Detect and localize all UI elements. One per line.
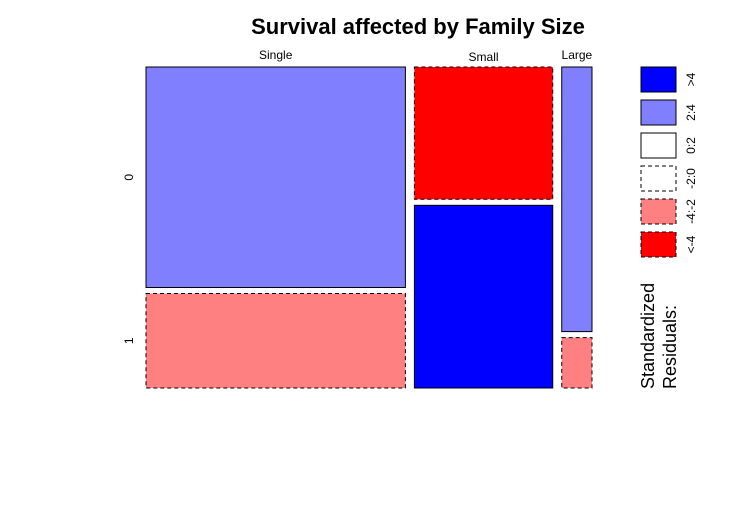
mosaic-cell-small-1 (413, 204, 554, 389)
legend-title-line-2: Residuals: (660, 305, 680, 389)
legend-label: >4 (684, 72, 698, 86)
legend-swatch (640, 165, 677, 192)
row-label-1: 1 (122, 337, 136, 344)
legend-label: 2:4 (684, 104, 698, 121)
legend-label: <-4 (684, 235, 698, 253)
legend-label: -2:0 (684, 168, 698, 189)
legend-label: -4:-2 (684, 199, 698, 224)
column-label-large: Large (562, 48, 593, 62)
legend-swatch (640, 99, 677, 126)
legend-label: 0:2 (684, 137, 698, 154)
legend-title-line-1: Standardized (638, 283, 658, 389)
chart-title: Survival affected by Family Size (251, 14, 585, 39)
mosaic-cell-single-0 (145, 66, 406, 288)
legend-swatch (640, 231, 677, 258)
column-label-small: Small (469, 50, 499, 64)
row-label-0: 0 (122, 174, 136, 181)
mosaic-cell-large-0 (561, 66, 593, 333)
legend-swatch (640, 66, 677, 93)
mosaic-cell-small-0 (413, 66, 554, 200)
mosaic-cell-large-1 (561, 337, 593, 389)
legend-swatch (640, 132, 677, 159)
mosaic-cell-single-1 (145, 293, 406, 389)
column-label-single: Single (259, 48, 293, 62)
legend-swatch (640, 198, 677, 225)
